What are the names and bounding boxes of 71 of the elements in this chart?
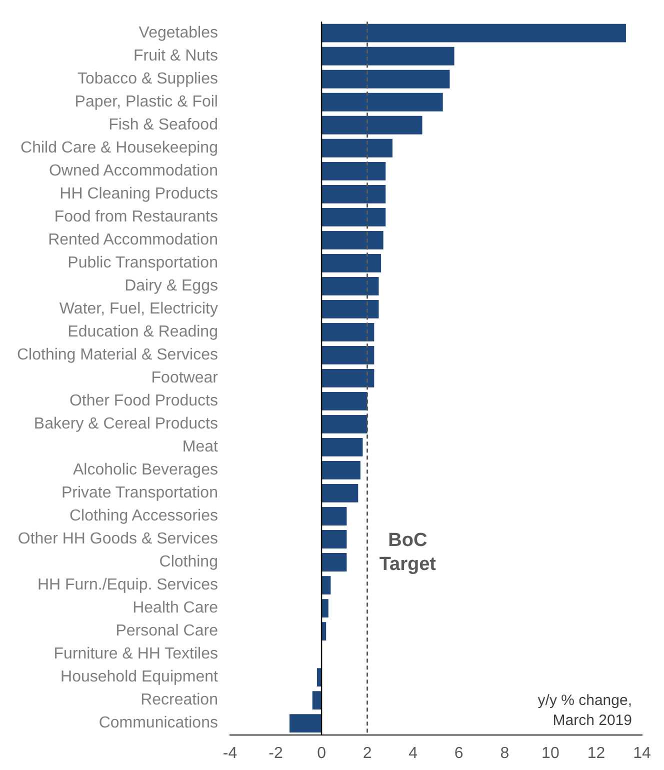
- x-tick-label: 12: [587, 744, 606, 762]
- x-tick-label: 2: [362, 744, 372, 762]
- bar: [322, 461, 360, 480]
- y-tick-label: Clothing Material & Services: [17, 346, 218, 364]
- bar: [322, 276, 379, 296]
- bar: [322, 46, 454, 66]
- bar: [322, 346, 374, 364]
- bar: [322, 230, 384, 250]
- y-tick-label: Bakery & Cereal Products: [34, 416, 218, 433]
- bar: [322, 322, 374, 342]
- y-tick-label: Dairy & Eggs: [124, 278, 218, 295]
- y-tick-label: Child Care & Housekeeping: [20, 140, 218, 157]
- y-tick-label: Other Food Products: [69, 392, 218, 410]
- y-tick-label: Communications: [98, 714, 218, 732]
- y-tick-label: Vegetables: [138, 24, 218, 42]
- y-tick-label: HH Cleaning Products: [60, 186, 218, 203]
- y-tick-label: Other HH Goods & Services: [18, 530, 218, 548]
- y-tick-label: Furniture & HH Textiles: [54, 646, 218, 663]
- y-tick-label: Clothing Accessories: [69, 508, 218, 525]
- x-tick-label: 8: [500, 744, 510, 762]
- ref-line-label: BoC Target: [379, 530, 437, 575]
- y-tick-label: Recreation: [140, 692, 218, 709]
- y-tick-label: Public Transportation: [68, 254, 218, 272]
- x-tick-label: 14: [633, 744, 651, 762]
- bar: [322, 484, 358, 502]
- y-tick-label: Footwear: [151, 370, 219, 387]
- bar: [322, 369, 374, 388]
- bar: [322, 254, 382, 272]
- y-tick-label: Tobacco & Supplies: [77, 70, 218, 88]
- x-tick-label: 0: [317, 744, 326, 762]
- y-tick-label: Personal Care: [116, 622, 218, 640]
- bar: [312, 691, 322, 710]
- y-tick-label: Rented Accommodation: [48, 232, 218, 249]
- bar: [322, 24, 626, 42]
- y-tick-label: Household Equipment: [60, 668, 219, 686]
- y-tick-label: Education & Reading: [68, 324, 218, 341]
- bar: [322, 138, 392, 158]
- bar: [322, 415, 368, 434]
- y-tick-label: Fruit & Nuts: [134, 48, 218, 65]
- y-tick-label: Health Care: [132, 600, 218, 617]
- y-tick-label: Food from Restaurants: [54, 208, 218, 226]
- y-tick-label: Water, Fuel, Electricity: [59, 300, 218, 318]
- x-tick-label: -2: [268, 744, 283, 762]
- bar: [322, 70, 450, 88]
- bar: [322, 162, 386, 180]
- y-tick-label: HH Furn./Equip. Services: [37, 576, 218, 594]
- y-tick-label: Private Transportation: [61, 484, 218, 502]
- bar: [322, 438, 363, 456]
- y-tick-label: Fish & Seafood: [108, 116, 218, 134]
- annotation: y/y % change, March 2019: [538, 692, 632, 729]
- y-tick-label: Clothing: [159, 554, 218, 571]
- bar: [322, 208, 386, 226]
- bar: [322, 392, 368, 410]
- x-tick-label: 4: [408, 744, 418, 762]
- x-tick-label: 10: [542, 744, 560, 762]
- x-tick-label: 6: [454, 744, 464, 762]
- bar: [289, 714, 322, 732]
- bar: [322, 576, 331, 594]
- y-tick-label: Meat: [182, 438, 219, 456]
- bar: [322, 300, 379, 318]
- x-tick-label: -4: [222, 744, 238, 762]
- y-tick-label: Alcoholic Beverages: [73, 462, 218, 479]
- bar: [322, 116, 422, 134]
- y-tick-label: Owned Accommodation: [48, 162, 218, 180]
- bar: [322, 507, 347, 526]
- bar: [322, 92, 443, 112]
- y-tick-label: Paper, Plastic & Foil: [74, 94, 218, 111]
- bar: [322, 599, 328, 618]
- bar: [322, 184, 386, 204]
- bar: [322, 553, 347, 572]
- bar: [322, 530, 347, 548]
